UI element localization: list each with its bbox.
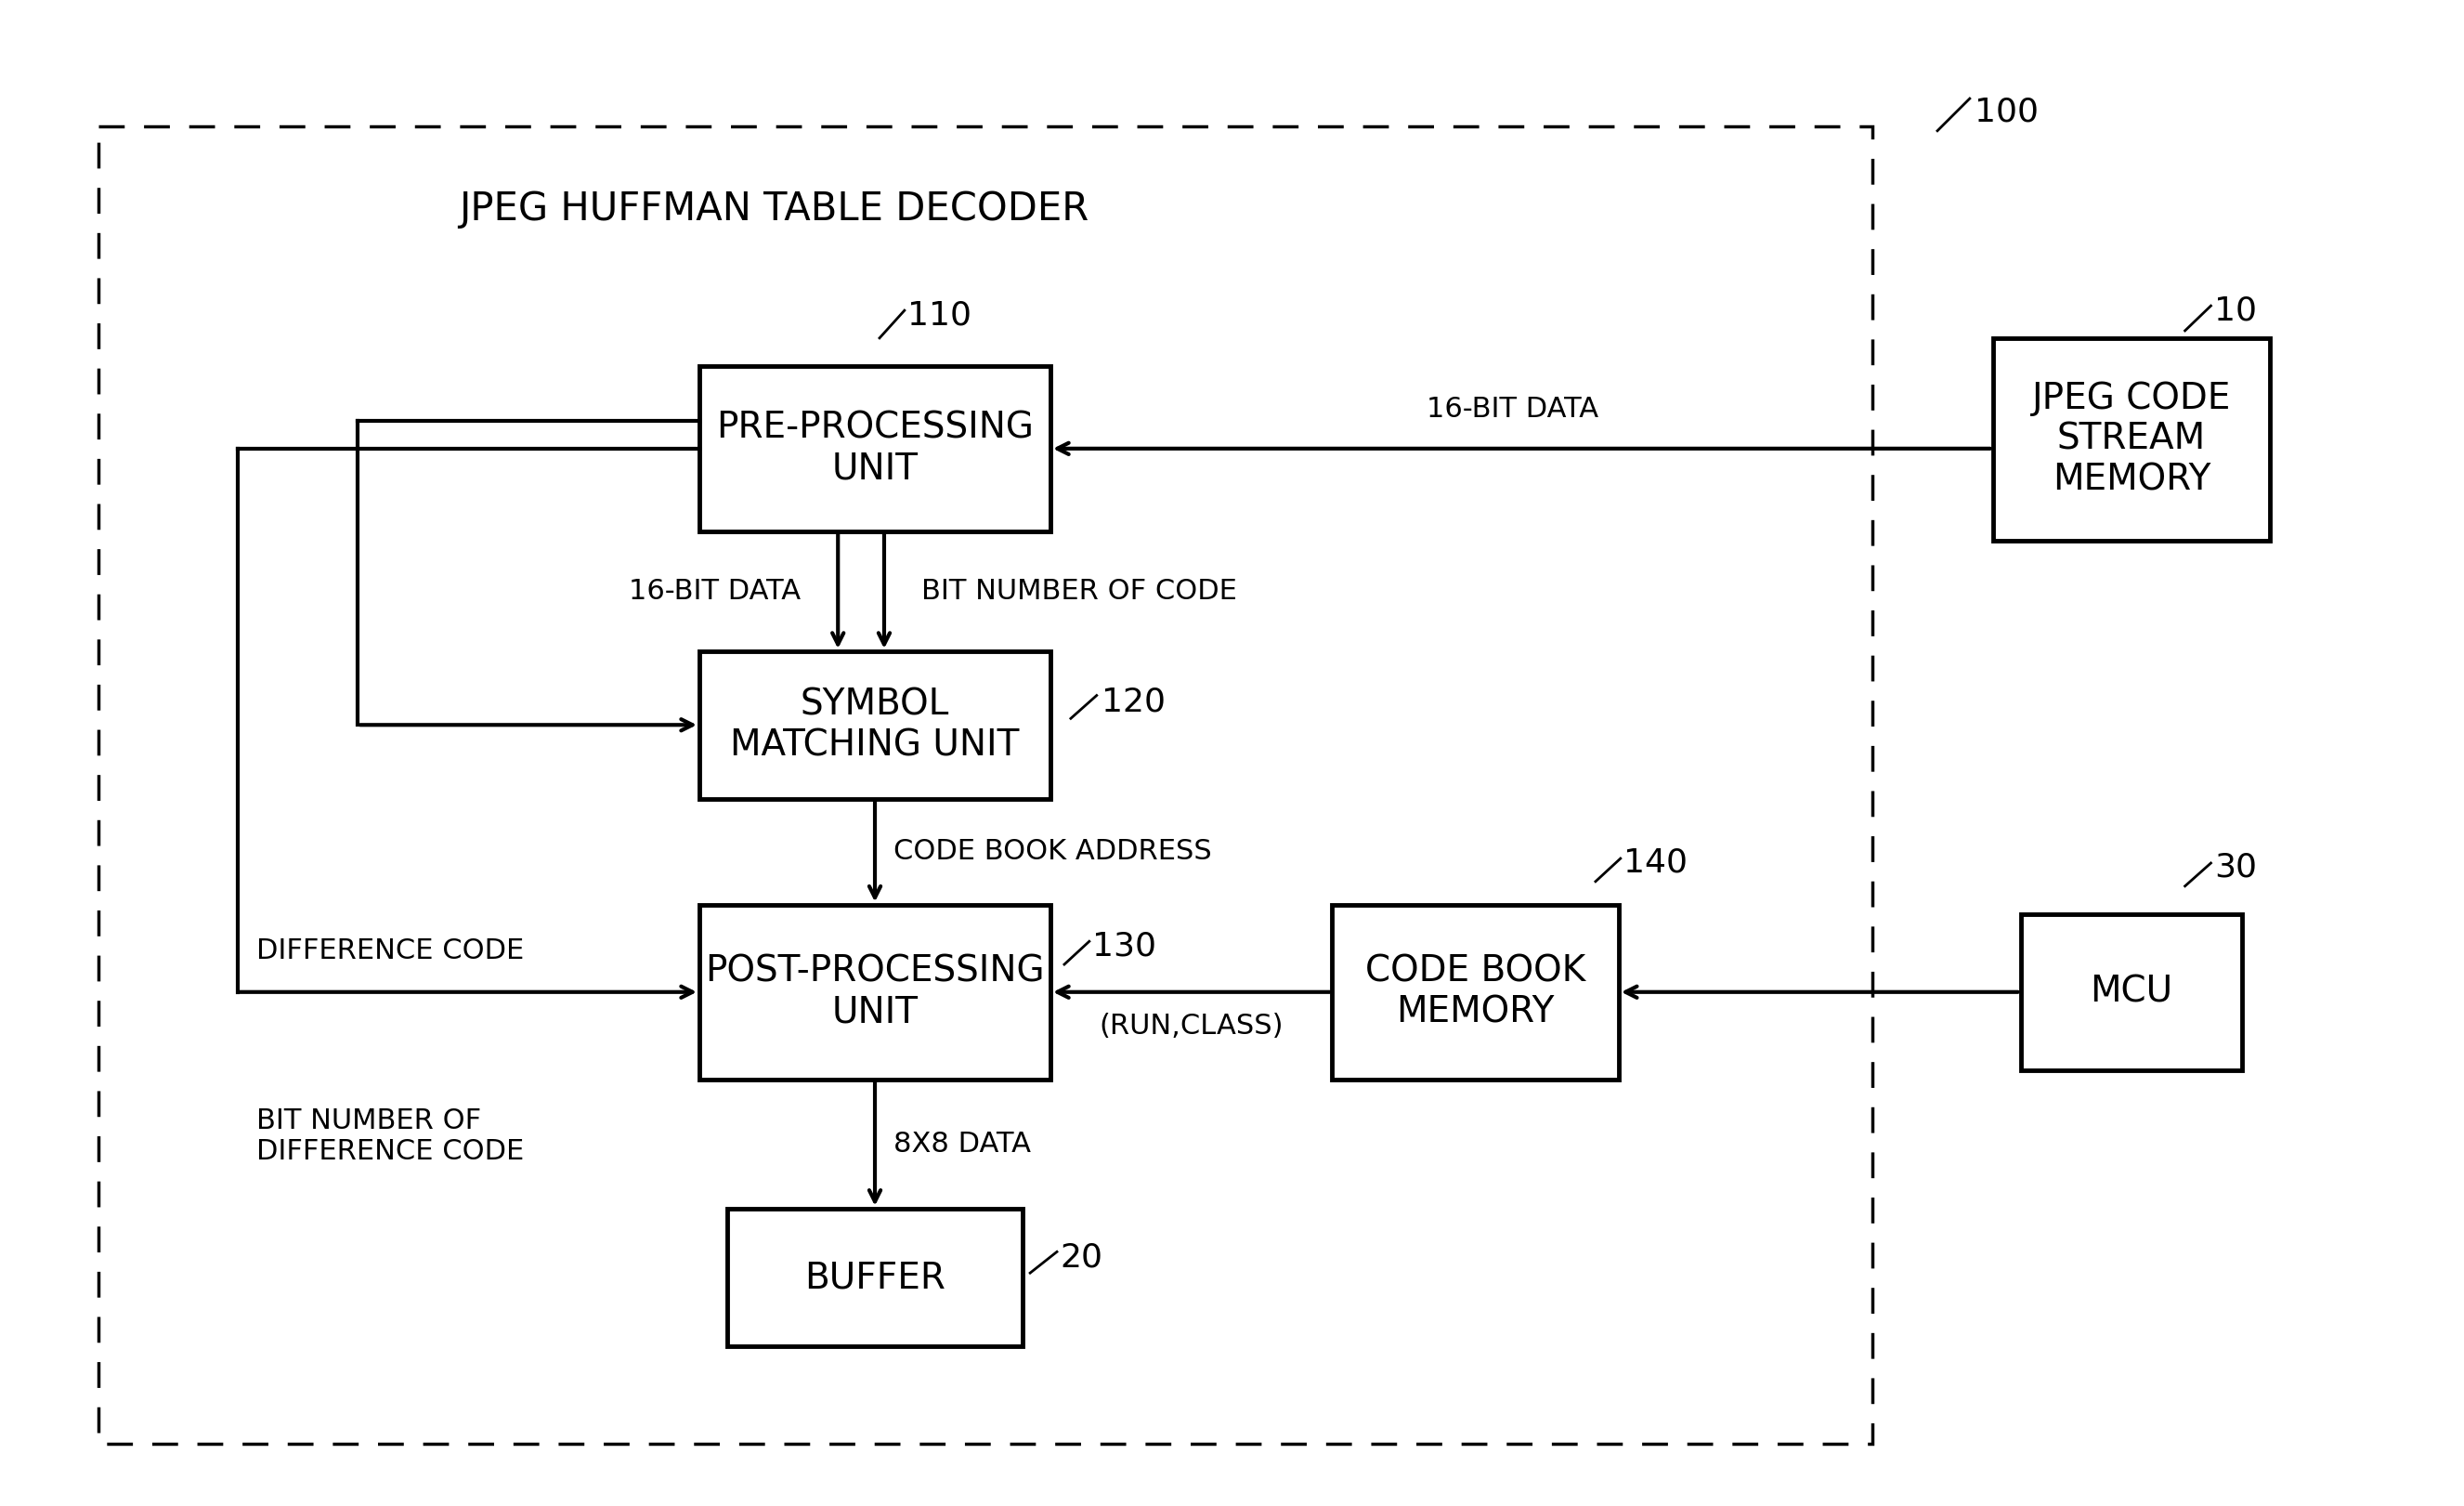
Bar (700, 366, 1050, 532)
Text: 8X8 DATA: 8X8 DATA (894, 1131, 1030, 1158)
Text: CODE BOOK ADDRESS: CODE BOOK ADDRESS (894, 837, 1212, 864)
Text: CODE BOOK
MEMORY: CODE BOOK MEMORY (1365, 953, 1587, 1030)
Text: MCU: MCU (2089, 974, 2173, 1009)
Text: BIT NUMBER OF
DIFFERENCE CODE: BIT NUMBER OF DIFFERENCE CODE (256, 1107, 525, 1166)
Text: POST-PROCESSING
UNIT: POST-PROCESSING UNIT (705, 953, 1045, 1030)
Bar (1993, 337, 2269, 541)
Bar (700, 905, 1050, 1080)
Bar (99, 127, 1873, 1443)
Bar (1333, 905, 1619, 1080)
Text: SYMBOL
MATCHING UNIT: SYMBOL MATCHING UNIT (729, 687, 1020, 764)
Text: 130: 130 (1092, 931, 1156, 962)
Text: 20: 20 (1060, 1241, 1101, 1273)
Bar (700, 651, 1050, 798)
Text: (RUN,CLASS): (RUN,CLASS) (1099, 1012, 1284, 1039)
Bar (2020, 914, 2242, 1071)
Text: DIFFERENCE CODE: DIFFERENCE CODE (256, 937, 525, 964)
Text: JPEG HUFFMAN TABLE DECODER: JPEG HUFFMAN TABLE DECODER (458, 190, 1089, 229)
Text: 30: 30 (2215, 852, 2257, 884)
Text: BIT NUMBER OF CODE: BIT NUMBER OF CODE (922, 578, 1237, 605)
Text: JPEG CODE
STREAM
MEMORY: JPEG CODE STREAM MEMORY (2033, 381, 2230, 498)
Text: 16-BIT DATA: 16-BIT DATA (628, 578, 801, 605)
Text: 120: 120 (1101, 687, 1165, 718)
Text: 16-BIT DATA: 16-BIT DATA (1427, 396, 1599, 423)
Text: 140: 140 (1624, 848, 1688, 880)
Bar (727, 1208, 1023, 1346)
Text: PRE-PROCESSING
UNIT: PRE-PROCESSING UNIT (717, 411, 1035, 486)
Text: 10: 10 (2215, 295, 2257, 327)
Text: 100: 100 (1974, 96, 2038, 128)
Text: BUFFER: BUFFER (803, 1261, 946, 1295)
Text: 110: 110 (907, 300, 971, 331)
